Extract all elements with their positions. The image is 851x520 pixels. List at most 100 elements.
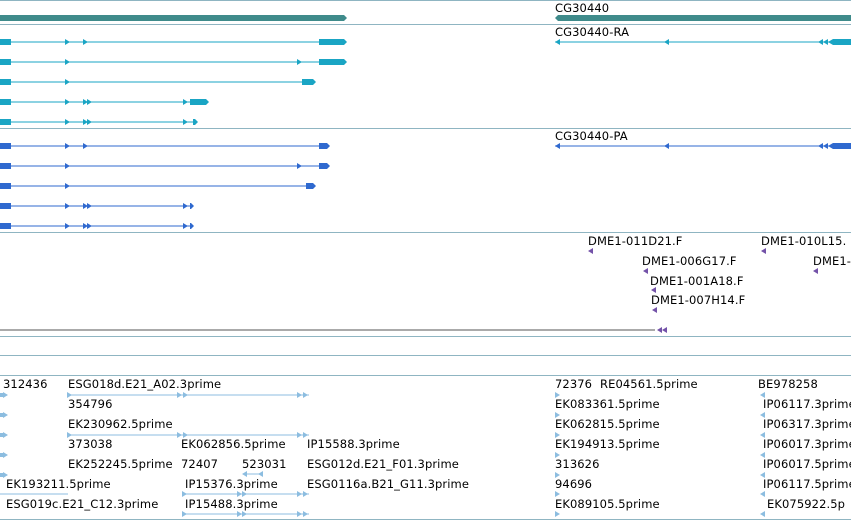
strand-arrow-icon: [664, 39, 669, 45]
strand-arrow-icon: [65, 59, 70, 65]
transcript-label[interactable]: CG30440-RA: [555, 25, 630, 39]
strand-arrow-icon: [83, 203, 88, 209]
protein-block[interactable]: [0, 163, 11, 169]
protein-block[interactable]: [319, 143, 330, 149]
clone-label[interactable]: DME1-011D21.F: [588, 234, 683, 248]
clone-end-marker: [588, 248, 593, 254]
transcript-exon[interactable]: [302, 79, 316, 85]
transcript-exon[interactable]: [833, 39, 851, 45]
est-label[interactable]: IP15588.3prime: [307, 437, 400, 451]
transcript-exon[interactable]: [319, 39, 347, 45]
est-feature[interactable]: [0, 413, 3, 417]
est-label[interactable]: EK075922.5p: [767, 497, 846, 511]
est-label[interactable]: EK083361.5prime: [555, 397, 660, 411]
est-arrow-icon: [555, 472, 560, 478]
transcript-exon[interactable]: [0, 79, 11, 85]
est-feature[interactable]: [0, 473, 3, 477]
transcript-exon[interactable]: [319, 59, 347, 65]
strand-arrow-icon: [65, 203, 70, 209]
clone-end-marker: [813, 268, 818, 274]
strand-arrow-icon: [555, 143, 560, 149]
est-label[interactable]: 312436: [3, 377, 48, 391]
protein-block[interactable]: [0, 203, 11, 209]
strand-arrow-icon: [183, 99, 188, 105]
strand-arrow-icon: [823, 39, 828, 45]
est-label[interactable]: EK252245.5prime: [68, 457, 173, 471]
clone-label[interactable]: DME1-006G17.F: [642, 254, 737, 268]
est-label[interactable]: ESG018d.E21_A02.3prime: [68, 377, 222, 391]
transcript-exon[interactable]: [0, 99, 11, 105]
est-arrow-icon: [67, 432, 72, 438]
est-arrow-icon: [297, 392, 302, 398]
est-label[interactable]: 72376: [555, 377, 593, 391]
transcript-exon[interactable]: [0, 39, 11, 45]
transcript-exon[interactable]: [0, 59, 11, 65]
clone-label[interactable]: DME1-007H14.F: [651, 293, 746, 307]
est-label[interactable]: IP06017.5prime: [763, 457, 851, 471]
est-arrow-icon: [760, 491, 765, 497]
est-label[interactable]: EK193211.5prime: [6, 477, 111, 491]
protein-block[interactable]: [833, 143, 851, 149]
transcript-exon[interactable]: [193, 119, 198, 125]
est-label[interactable]: 72407: [181, 457, 219, 471]
protein-block[interactable]: [306, 183, 316, 189]
clone-end-marker: [657, 327, 662, 333]
est-arrow-icon: [303, 432, 308, 438]
est-arrow-icon: [3, 472, 8, 478]
est-arrow-icon: [242, 511, 247, 517]
est-label[interactable]: IP06317.3prime: [763, 417, 851, 431]
est-label[interactable]: EK230962.5prime: [68, 417, 173, 431]
est-label[interactable]: 313626: [555, 457, 600, 471]
strand-arrow-icon: [823, 143, 828, 149]
est-label[interactable]: EK089105.5prime: [555, 497, 660, 511]
est-label[interactable]: BE978258: [758, 377, 818, 391]
est-label[interactable]: IP06117.5prime: [763, 477, 851, 491]
est-arrow-icon: [182, 511, 187, 517]
est-arrow-icon: [237, 491, 242, 497]
gene-feature[interactable]: [555, 15, 851, 21]
transcript-exon[interactable]: [190, 99, 209, 105]
est-label[interactable]: 94696: [555, 477, 593, 491]
protein-block[interactable]: [0, 143, 11, 149]
est-label[interactable]: IP06117.3prime: [763, 397, 851, 411]
protein-block[interactable]: [190, 223, 194, 229]
strand-arrow-icon: [65, 183, 70, 189]
clone-label[interactable]: DME1-010L15.: [761, 234, 847, 248]
est-label[interactable]: 373038: [68, 437, 113, 451]
est-label[interactable]: ESG0116a.B21_G11.3prime: [307, 477, 470, 491]
est-feature[interactable]: [0, 453, 3, 457]
protein-label[interactable]: CG30440-PA: [555, 129, 628, 143]
gene-label[interactable]: CG30440: [555, 1, 610, 15]
est-arrow-icon: [303, 392, 308, 398]
strand-arrow-icon: [83, 39, 88, 45]
est-label[interactable]: ESG012d.E21_F01.3prime: [307, 457, 459, 471]
est-label[interactable]: EK062815.5prime: [555, 417, 660, 431]
gene-feature[interactable]: [0, 15, 347, 21]
est-label[interactable]: IP06017.3prime: [763, 437, 851, 451]
est-label[interactable]: 523031: [242, 457, 287, 471]
est-label[interactable]: EK194913.5prime: [555, 437, 660, 451]
protein-block[interactable]: [0, 183, 11, 189]
est-label[interactable]: EK062856.5prime: [181, 437, 286, 451]
est-label[interactable]: 354796: [68, 397, 113, 411]
clone-label[interactable]: DME1-: [813, 254, 851, 268]
strand-arrow-icon: [555, 39, 560, 45]
est-arrow-icon: [760, 432, 765, 438]
est-label[interactable]: RE04561.5prime: [600, 377, 698, 391]
protein-block[interactable]: [190, 203, 194, 209]
est-feature[interactable]: [0, 393, 4, 397]
est-arrow-icon: [3, 432, 8, 438]
clone-end-marker: [652, 307, 657, 313]
protein-block[interactable]: [319, 163, 330, 169]
est-label[interactable]: ESG019c.E21_C12.3prime: [6, 497, 159, 511]
est-label[interactable]: IP15488.3prime: [185, 497, 278, 511]
strand-arrow-icon: [87, 203, 92, 209]
strand-arrow-icon: [87, 223, 92, 229]
transcript-exon[interactable]: [0, 119, 11, 125]
clone-label[interactable]: DME1-001A18.F: [650, 274, 744, 288]
est-label[interactable]: IP15376.3prime: [185, 477, 278, 491]
est-arrow-icon: [555, 511, 560, 517]
est-feature[interactable]: [0, 433, 3, 437]
protein-block[interactable]: [0, 223, 11, 229]
